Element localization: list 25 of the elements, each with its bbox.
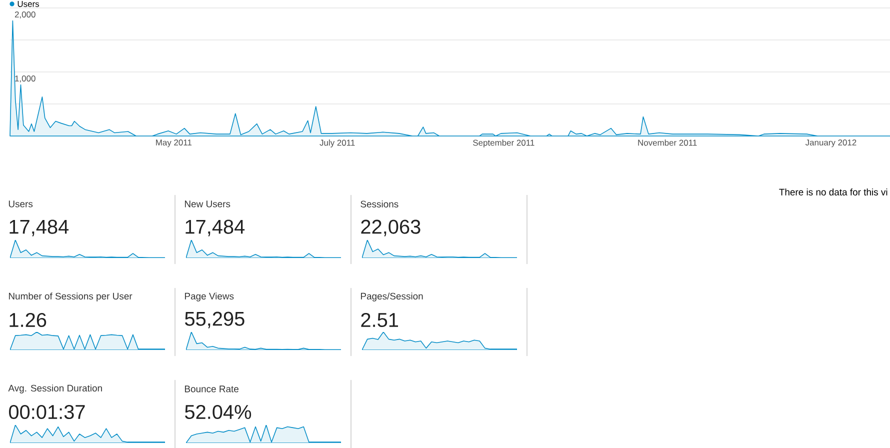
- chart-subtitle: 00:01:37: [8, 404, 85, 420]
- chart-subtitle: 1.26: [10, 312, 46, 328]
- chart-subtitle: 55,295: [185, 312, 244, 328]
- chart-title: Pages/Session: [360, 292, 423, 302]
- chart-title: Bounce Rate: [184, 386, 238, 392]
- chart-title: Page Views: [184, 292, 234, 302]
- x-tick-label: May 2011: [156, 140, 192, 148]
- chart-title: Sessions: [360, 200, 398, 208]
- y-tick-label: 1,000: [15, 76, 36, 82]
- chart-subtitle: 2.51: [361, 312, 398, 328]
- chart-title: Avg. Session Duration: [8, 384, 102, 394]
- legend-label: Users: [18, 1, 40, 7]
- y-tick-label: 2,000: [14, 12, 36, 18]
- chart-title: Users: [8, 200, 33, 208]
- x-tick-label: November 2011: [638, 140, 697, 146]
- chart-subtitle: 52.04%: [185, 404, 252, 420]
- chart-title: Number of Sessions per User: [8, 292, 132, 302]
- x-tick-label: July 2011: [320, 140, 355, 148]
- x-tick-label: January 2012: [805, 140, 856, 148]
- x-tick-label: September 2011: [473, 140, 534, 148]
- chart-subtitle: 22,063: [361, 220, 420, 236]
- text: There is no data for this vi: [779, 188, 888, 196]
- chart-title: New Users: [184, 200, 230, 208]
- chart-subtitle: 17,484: [10, 220, 69, 236]
- chart-subtitle: 17,484: [186, 220, 245, 236]
